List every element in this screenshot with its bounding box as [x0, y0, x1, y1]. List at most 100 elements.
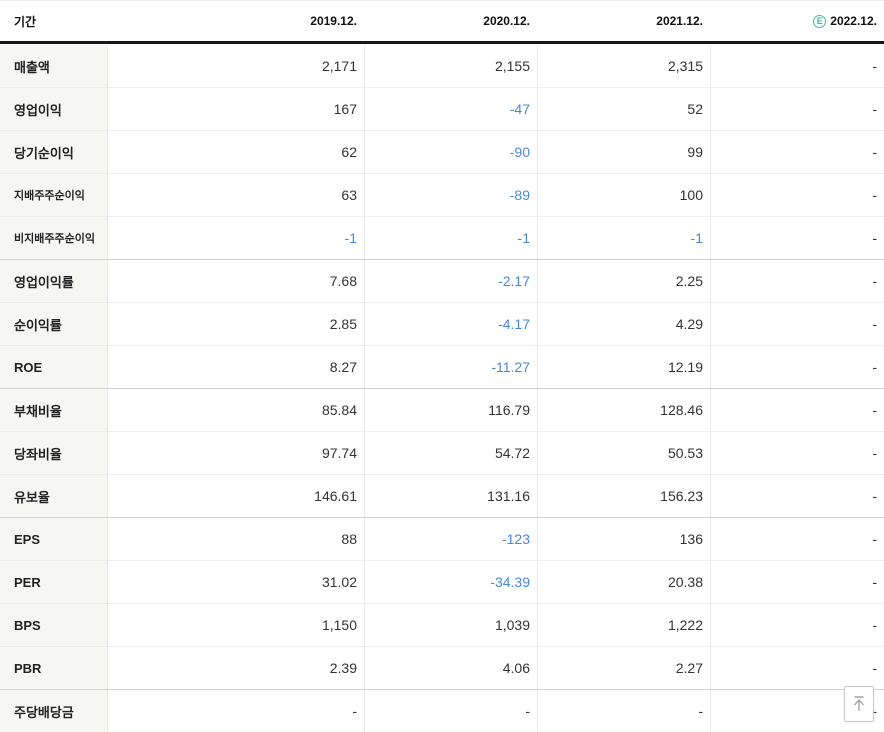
row-label: PER [0, 561, 107, 603]
column-header-2020-12: 2020.12. [364, 1, 537, 41]
row-label: PBR [0, 647, 107, 689]
column-header-label: 2021.12. [656, 14, 703, 28]
cell-value: - [710, 303, 884, 345]
cell-value: - [710, 346, 884, 388]
cell-value: 1,150 [107, 604, 364, 646]
row-label: BPS [0, 604, 107, 646]
cell-value: - [710, 260, 884, 302]
cell-value: - [710, 475, 884, 517]
row-label: 주당배당금 [0, 690, 107, 732]
row-label: 영업이익률 [0, 260, 107, 302]
cell-value: - [710, 131, 884, 173]
cell-value: 4.29 [537, 303, 710, 345]
table-row: 영업이익률 7.68 -2.17 2.25- [0, 259, 884, 302]
cell-value: - [364, 690, 537, 732]
cell-value: 88 [107, 518, 364, 560]
row-label: 지배주주순이익 [0, 174, 107, 216]
row-label: 유보율 [0, 475, 107, 517]
table-row: EPS 88 -123 136- [0, 517, 884, 560]
cell-value: -123 [364, 518, 537, 560]
cell-value: -47 [364, 88, 537, 130]
row-label: 순이익률 [0, 303, 107, 345]
cell-value: - [710, 518, 884, 560]
table-row: 매출액 2,171 2,155 2,315- [0, 44, 884, 87]
cell-value: 128.46 [537, 389, 710, 431]
cell-value: - [710, 389, 884, 431]
column-header-2021-12: 2021.12. [537, 1, 710, 41]
cell-value: - [710, 45, 884, 87]
column-header-2019-12: 2019.12. [107, 1, 364, 41]
column-header-label: 2019.12. [310, 14, 357, 28]
scroll-to-top-icon [851, 695, 867, 713]
table-row: 주당배당금 - - - - [0, 689, 884, 732]
cell-value: - [710, 690, 884, 732]
column-header-2022-12-estimate: E 2022.12. [710, 1, 884, 41]
cell-value: 52 [537, 88, 710, 130]
cell-value: - [710, 604, 884, 646]
cell-value: 4.06 [364, 647, 537, 689]
cell-value: -2.17 [364, 260, 537, 302]
cell-value: - [107, 690, 364, 732]
cell-value: 8.27 [107, 346, 364, 388]
cell-value: -90 [364, 131, 537, 173]
column-header-period: 기간 [14, 14, 37, 29]
cell-value: - [537, 690, 710, 732]
cell-value: 2.27 [537, 647, 710, 689]
cell-value: 63 [107, 174, 364, 216]
cell-value: - [710, 561, 884, 603]
cell-value: 1,222 [537, 604, 710, 646]
cell-value: 2.25 [537, 260, 710, 302]
cell-value: 7.68 [107, 260, 364, 302]
table-row: 당기순이익 62 -90 99- [0, 130, 884, 173]
cell-value: 99 [537, 131, 710, 173]
table-row: BPS 1,150 1,039 1,222- [0, 603, 884, 646]
table-row: 영업이익 167 -47 52- [0, 87, 884, 130]
cell-value: 2,155 [364, 45, 537, 87]
cell-value: 2.85 [107, 303, 364, 345]
cell-value: - [710, 88, 884, 130]
cell-value: -11.27 [364, 346, 537, 388]
table-row: PBR 2.39 4.06 2.27- [0, 646, 884, 689]
row-label: 당좌비율 [0, 432, 107, 474]
cell-value: 50.53 [537, 432, 710, 474]
table-row: 당좌비율 97.74 54.72 50.53- [0, 431, 884, 474]
cell-value: - [710, 432, 884, 474]
cell-value: 2.39 [107, 647, 364, 689]
table-row: ROE 8.27 -11.27 12.19- [0, 345, 884, 388]
table-row: 부채비율 85.84 116.79 128.46- [0, 388, 884, 431]
table-header-row: 기간 2019.12. 2020.12. 2021.12. E 2022.12. [0, 0, 884, 44]
row-label: 매출액 [0, 45, 107, 87]
cell-value: 116.79 [364, 389, 537, 431]
table-row: 비지배주주순이익 -1 -1 -1- [0, 216, 884, 259]
cell-value: 20.38 [537, 561, 710, 603]
cell-value: 100 [537, 174, 710, 216]
cell-value: 97.74 [107, 432, 364, 474]
cell-value: 146.61 [107, 475, 364, 517]
table-row: PER 31.02 -34.39 20.38- [0, 560, 884, 603]
column-header-label: 2022.12. [830, 14, 877, 28]
scroll-to-top-button[interactable] [844, 686, 874, 722]
row-label: EPS [0, 518, 107, 560]
estimate-icon: E [813, 14, 827, 28]
cell-value: - [710, 647, 884, 689]
table-row: 유보율 146.61 131.16 156.23- [0, 474, 884, 517]
row-label: 영업이익 [0, 88, 107, 130]
cell-value: -1 [537, 217, 710, 259]
cell-value: 54.72 [364, 432, 537, 474]
cell-value: 167 [107, 88, 364, 130]
cell-value: - [710, 217, 884, 259]
table-row: 순이익률 2.85 -4.17 4.29- [0, 302, 884, 345]
column-header-label: 2020.12. [483, 14, 530, 28]
row-label: 당기순이익 [0, 131, 107, 173]
cell-value: 85.84 [107, 389, 364, 431]
cell-value: 62 [107, 131, 364, 173]
cell-value: -89 [364, 174, 537, 216]
cell-value: 136 [537, 518, 710, 560]
cell-value: 2,171 [107, 45, 364, 87]
row-label: 비지배주주순이익 [0, 217, 107, 259]
row-label: ROE [0, 346, 107, 388]
table-body: 매출액 2,171 2,155 2,315- 영업이익 167 -47 52- 당기순이익 62-… [0, 44, 884, 732]
row-label: 부채비율 [0, 389, 107, 431]
